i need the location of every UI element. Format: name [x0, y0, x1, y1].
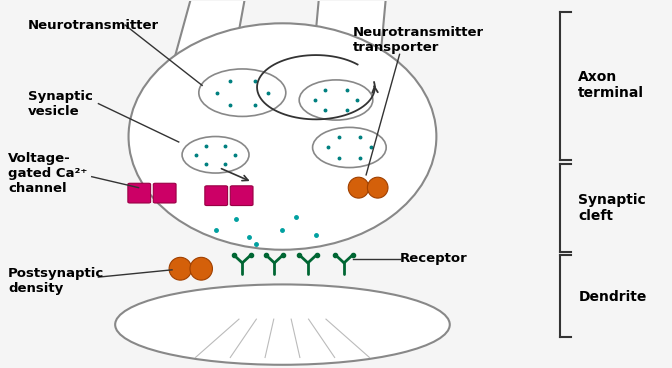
Ellipse shape	[128, 23, 436, 250]
Text: Synaptic
vesicle: Synaptic vesicle	[28, 90, 93, 118]
FancyBboxPatch shape	[205, 186, 228, 206]
FancyBboxPatch shape	[153, 183, 176, 203]
Ellipse shape	[169, 257, 192, 280]
FancyBboxPatch shape	[230, 186, 253, 206]
Text: Postsynaptic
density: Postsynaptic density	[8, 267, 104, 295]
Circle shape	[199, 69, 286, 116]
Circle shape	[182, 137, 249, 173]
Text: Neurotransmitter
transporter: Neurotransmitter transporter	[353, 26, 484, 54]
FancyBboxPatch shape	[128, 183, 151, 203]
Ellipse shape	[115, 284, 450, 365]
Text: Voltage-
gated Ca²⁺
channel: Voltage- gated Ca²⁺ channel	[8, 152, 87, 195]
Ellipse shape	[368, 177, 388, 198]
Ellipse shape	[348, 177, 369, 198]
Polygon shape	[172, 0, 246, 67]
Text: Neurotransmitter: Neurotransmitter	[28, 19, 159, 32]
Text: Synaptic
cleft: Synaptic cleft	[579, 192, 646, 223]
Text: Dendrite: Dendrite	[579, 290, 646, 304]
Polygon shape	[312, 0, 386, 67]
Ellipse shape	[190, 257, 212, 280]
Circle shape	[299, 80, 373, 120]
Circle shape	[312, 127, 386, 167]
Text: Axon
terminal: Axon terminal	[579, 70, 644, 100]
Text: Receptor: Receptor	[400, 252, 467, 265]
